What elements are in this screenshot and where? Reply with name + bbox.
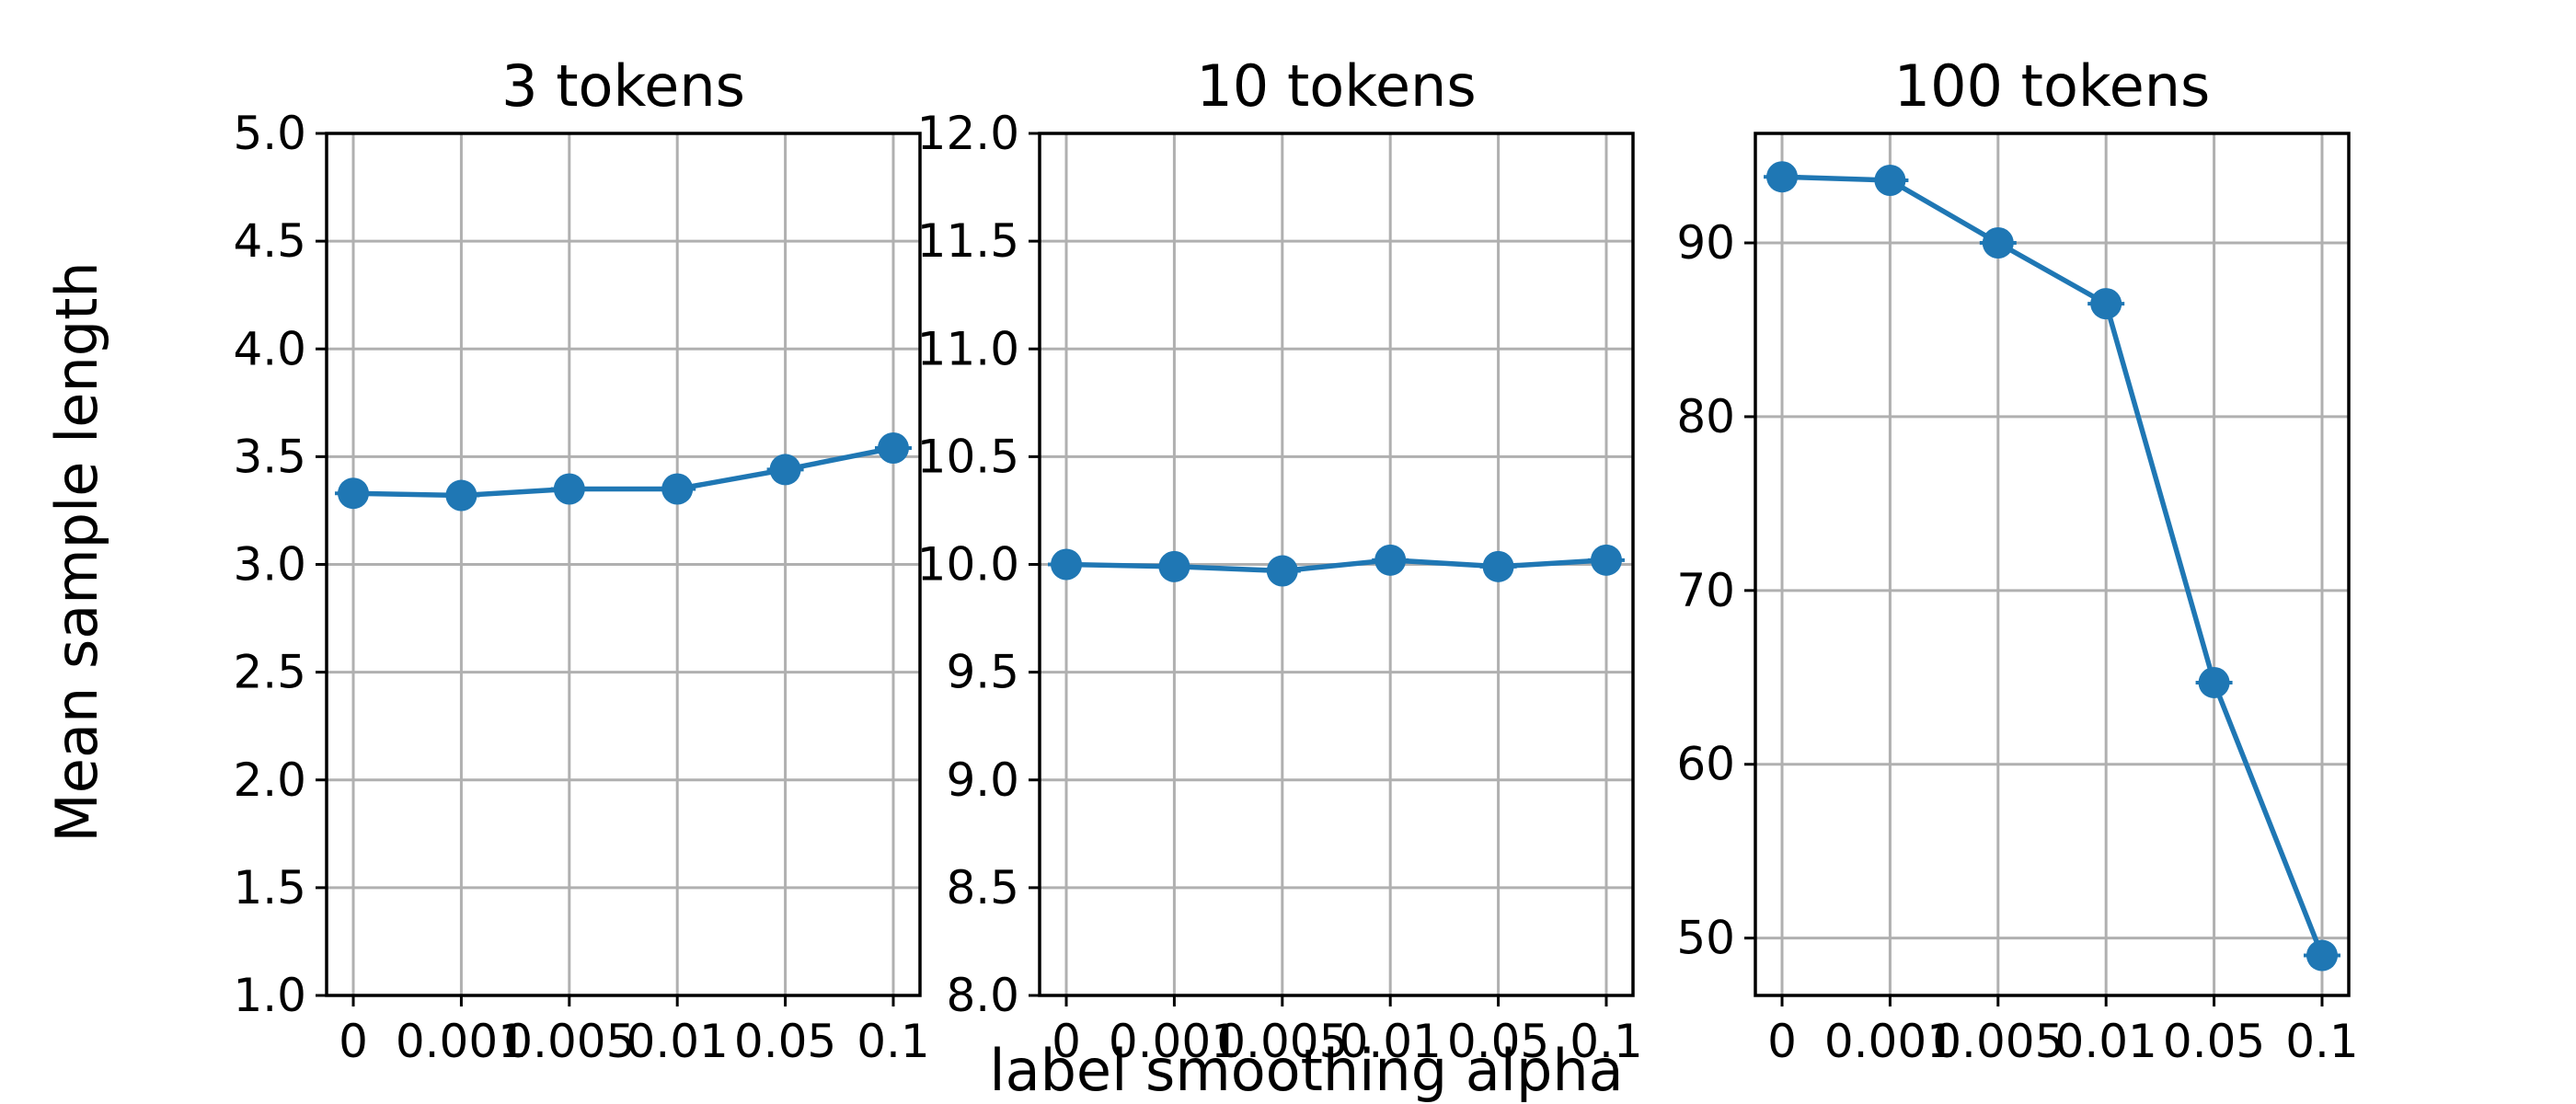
y-tick-label: 90 [1676, 216, 1735, 270]
x-tick-label: 0.001 [1109, 1015, 1240, 1068]
y-tick-label: 2.5 [233, 646, 306, 699]
y-tick-label: 4.5 [233, 214, 306, 268]
x-tick-label: 0.01 [1340, 1015, 1442, 1068]
y-axis-label: Mean sample length [43, 261, 110, 842]
y-tick-label: 4.0 [233, 322, 306, 375]
data-point [661, 473, 694, 505]
y-tick-label: 80 [1676, 390, 1735, 443]
x-tick-label: 0 [1767, 1015, 1797, 1068]
y-tick-label: 2.0 [233, 753, 306, 807]
data-point [1982, 227, 2014, 259]
x-tick-label: 0.001 [396, 1015, 527, 1068]
x-tick-label: 0 [1052, 1015, 1081, 1068]
y-tick-label: 70 [1676, 564, 1735, 617]
x-tick-label: 0.005 [1932, 1015, 2064, 1068]
x-tick-label: 0.01 [2055, 1015, 2157, 1068]
data-point [1482, 550, 1514, 582]
y-tick-label: 8.0 [946, 969, 1019, 1022]
y-tick-label: 5.0 [233, 107, 306, 160]
y-tick-label: 9.0 [946, 753, 1019, 807]
y-tick-label: 1.5 [233, 861, 306, 914]
y-tick-label: 50 [1676, 912, 1735, 965]
x-tick-label: 0.01 [627, 1015, 729, 1068]
y-tick-label: 3.5 [233, 430, 306, 483]
x-tick-label: 0 [339, 1015, 368, 1068]
data-point [338, 477, 370, 510]
y-tick-label: 1.0 [233, 969, 306, 1022]
data-point [2306, 939, 2338, 972]
data-point [1266, 555, 1298, 587]
x-tick-label: 0.05 [1447, 1015, 1549, 1068]
x-tick-label: 0.001 [1824, 1015, 1956, 1068]
data-point [1051, 548, 1083, 581]
y-tick-label: 11.0 [917, 322, 1019, 375]
data-point [1766, 161, 1799, 193]
x-tick-label: 0.05 [2163, 1015, 2265, 1068]
x-tick-label: 0.1 [1570, 1015, 1643, 1068]
axes-frame [1754, 132, 2351, 997]
data-point [1374, 544, 1407, 576]
panel-title: 3 tokens [501, 52, 745, 120]
data-point [445, 479, 477, 512]
panel-title: 100 tokens [1894, 52, 2211, 120]
data-point [769, 454, 801, 486]
y-tick-label: 10.0 [917, 538, 1019, 592]
x-tick-label: 0.005 [503, 1015, 635, 1068]
data-point [553, 473, 585, 505]
data-point [2090, 288, 2122, 320]
x-tick-label: 0.1 [2285, 1015, 2359, 1068]
x-tick-label: 0.1 [857, 1015, 930, 1068]
data-point [877, 432, 909, 465]
panel-title: 10 tokens [1196, 52, 1476, 120]
y-tick-label: 3.0 [233, 538, 306, 592]
data-point [1590, 544, 1622, 576]
x-tick-label: 0.05 [734, 1015, 836, 1068]
y-tick-label: 8.5 [946, 861, 1019, 914]
data-point [1158, 550, 1190, 582]
y-tick-label: 10.5 [917, 430, 1019, 483]
data-point [1874, 165, 1906, 197]
x-axis-label: label smoothing alpha [989, 1037, 1623, 1104]
y-tick-label: 9.5 [946, 646, 1019, 699]
x-tick-label: 0.005 [1216, 1015, 1348, 1068]
axes-frame [1038, 132, 1635, 997]
axes-frame [325, 132, 922, 997]
y-tick-label: 12.0 [917, 107, 1019, 160]
data-point [2198, 666, 2230, 698]
y-tick-label: 11.5 [917, 214, 1019, 268]
y-tick-label: 60 [1676, 738, 1735, 791]
